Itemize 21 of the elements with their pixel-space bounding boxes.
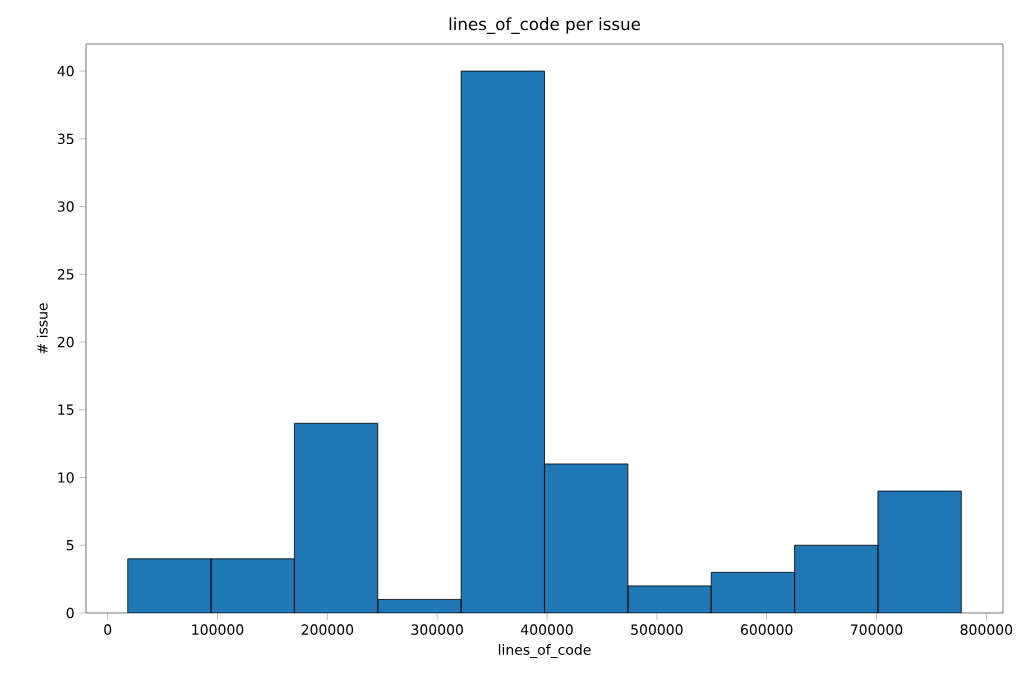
chart-title: lines_of_code per issue bbox=[449, 17, 641, 34]
x-tick-label: 700000 bbox=[850, 624, 903, 635]
y-tick-label: 10 bbox=[58, 472, 74, 483]
x-tick-label: 300000 bbox=[411, 624, 463, 635]
x-tick-label: 600000 bbox=[740, 624, 793, 635]
y-tick-label: 0 bbox=[66, 607, 74, 619]
x-tick-label: 100000 bbox=[192, 624, 244, 635]
y-tick-label: 20 bbox=[57, 336, 74, 348]
x-tick-label: 400000 bbox=[520, 624, 573, 635]
y-tick-label: 40 bbox=[57, 65, 74, 77]
x-tick-label: 800000 bbox=[960, 624, 1013, 635]
y-tick-label: 35 bbox=[57, 133, 74, 145]
x-tick-label: 0 bbox=[104, 624, 112, 635]
x-tick-label: 500000 bbox=[631, 624, 683, 635]
y-tick-label: 5 bbox=[66, 540, 74, 551]
x-axis-title: lines_of_code bbox=[498, 644, 591, 659]
y-axis-title: # issue bbox=[36, 303, 48, 354]
y-tick-label: 15 bbox=[58, 404, 74, 415]
x-tick-label: 200000 bbox=[301, 624, 354, 635]
y-tick-label: 25 bbox=[57, 269, 74, 280]
y-tick-label: 30 bbox=[57, 201, 74, 212]
